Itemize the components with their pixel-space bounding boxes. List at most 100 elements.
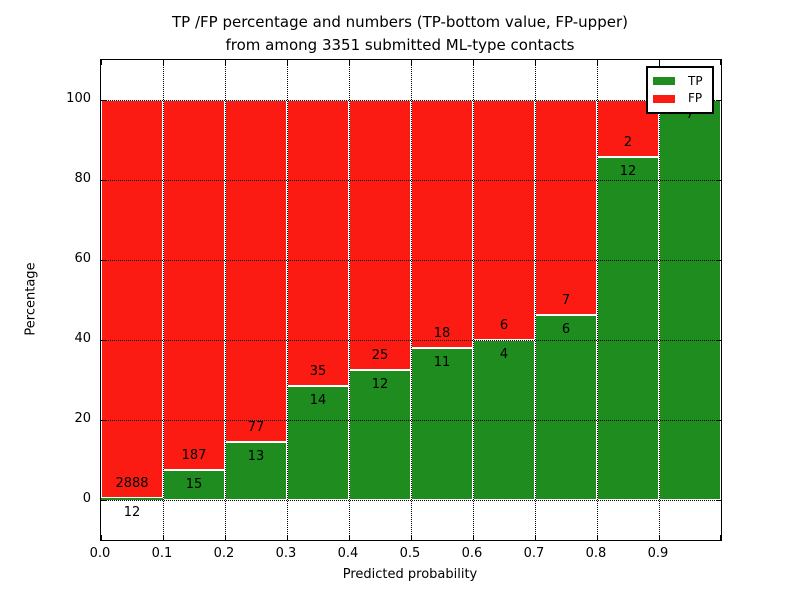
tp-count-label: 12 [619, 164, 637, 180]
x-tick-mark [349, 60, 350, 65]
x-tick-mark [535, 535, 536, 540]
v-gridline [287, 60, 288, 540]
fp-bar-segment [163, 100, 225, 471]
fp-count-label: 187 [181, 448, 207, 464]
x-tick-mark [225, 60, 226, 65]
x-tick-mark [659, 60, 660, 65]
x-tick-mark [411, 535, 412, 540]
y-tick-mark [716, 100, 721, 101]
tp-count-label: 4 [499, 347, 509, 362]
x-axis-label: Predicted probability [342, 567, 478, 582]
x-tick-mark [720, 60, 721, 65]
v-gridline [225, 60, 226, 540]
y-tick-mark [716, 180, 721, 181]
tp-bar-segment [659, 100, 721, 500]
legend-label-tp: TP [688, 73, 703, 88]
v-gridline [411, 60, 412, 540]
x-tick-label: 0.4 [337, 546, 359, 561]
legend: TP FP [646, 66, 714, 114]
x-tick-mark [163, 535, 164, 540]
v-gridline [659, 60, 660, 540]
y-tick-mark [101, 340, 106, 341]
y-tick-mark [716, 500, 721, 501]
x-tick-mark [349, 535, 350, 540]
v-gridline [597, 60, 598, 540]
y-tick-label: 40 [74, 331, 91, 346]
y-tick-mark [101, 260, 106, 261]
x-tick-label: 0.7 [523, 546, 545, 561]
legend-swatch-tp [653, 77, 675, 86]
x-tick-mark [411, 60, 412, 65]
tp-count-label: 11 [433, 355, 451, 371]
tp-count-label: 12 [371, 377, 389, 393]
x-tick-label: 0.6 [461, 546, 483, 561]
x-tick-label: 0.5 [399, 546, 421, 561]
y-tick-mark [101, 500, 106, 501]
y-tick-label: 100 [66, 91, 91, 106]
tp-count-label: 6 [561, 322, 571, 338]
fp-count-label: 6 [499, 318, 509, 333]
tp-count-label: 12 [123, 505, 141, 521]
plot-area: 2888 12 187 15 77 13 35 14 25 12 18 11 6 4 7 6 2 12 7 [100, 59, 722, 541]
x-tick-mark [101, 60, 102, 65]
y-tick-mark [716, 420, 721, 421]
x-tick-mark [163, 60, 164, 65]
y-tick-label: 60 [74, 251, 91, 266]
fp-bar-segment [225, 100, 287, 443]
fp-bar-segment [411, 100, 473, 349]
tp-count-label: 13 [247, 449, 265, 465]
x-tick-mark [287, 535, 288, 540]
v-gridline [163, 60, 164, 540]
x-tick-label: 0.1 [151, 546, 173, 561]
fp-count-label: 18 [433, 326, 451, 342]
fp-bar-segment [535, 100, 597, 316]
y-tick-label: 80 [74, 171, 91, 186]
x-tick-mark [597, 535, 598, 540]
y-tick-mark [101, 180, 106, 181]
v-gridline [473, 60, 474, 540]
x-tick-mark [597, 60, 598, 65]
legend-label-fp: FP [688, 91, 703, 106]
tp-bar-segment [163, 470, 225, 500]
x-tick-mark [101, 535, 102, 540]
fp-count-label: 25 [371, 348, 389, 364]
x-tick-mark [720, 535, 721, 540]
fp-bar-segment [101, 100, 163, 499]
x-tick-label: 0.2 [213, 546, 235, 561]
y-tick-mark [101, 100, 106, 101]
y-tick-mark [716, 340, 721, 341]
y-tick-label: 0 [82, 491, 91, 506]
fp-bar-segment [287, 100, 349, 386]
fp-bar-segment [473, 100, 535, 340]
x-tick-label: 0.9 [647, 546, 669, 561]
x-tick-label: 0.8 [585, 546, 607, 561]
fp-count-label: 2888 [115, 476, 149, 492]
x-tick-mark [287, 60, 288, 65]
tp-bar-segment [535, 315, 597, 500]
tp-count-label: 7 [685, 107, 695, 122]
fp-bar-segment [349, 100, 411, 371]
y-tick-label: 20 [74, 411, 91, 426]
x-tick-label: 0.3 [275, 546, 297, 561]
x-tick-label: 0.0 [89, 546, 111, 561]
v-gridline [535, 60, 536, 540]
x-tick-mark [473, 535, 474, 540]
legend-entry-tp: TP [653, 73, 707, 88]
chart-title: TP /FP percentage and numbers (TP-bottom… [0, 11, 800, 57]
x-tick-mark [473, 60, 474, 65]
fp-count-label: 2 [623, 135, 633, 151]
chart-title-line2: from among 3351 submitted ML-type contac… [225, 36, 575, 54]
legend-entry-fp: FP [653, 92, 707, 105]
tp-bar-segment [411, 348, 473, 500]
fp-count-label: 77 [247, 420, 265, 436]
y-axis-label: Percentage [23, 262, 39, 336]
tp-bar-segment [101, 498, 163, 500]
chart-title-line1: TP /FP percentage and numbers (TP-bottom… [172, 13, 628, 31]
x-tick-mark [225, 535, 226, 540]
tp-count-label: 14 [309, 392, 327, 408]
tp-bar-segment [225, 442, 287, 500]
tp-count-label: 15 [185, 477, 203, 493]
fp-count-label: 35 [309, 363, 327, 379]
tp-bar-segment [349, 370, 411, 500]
